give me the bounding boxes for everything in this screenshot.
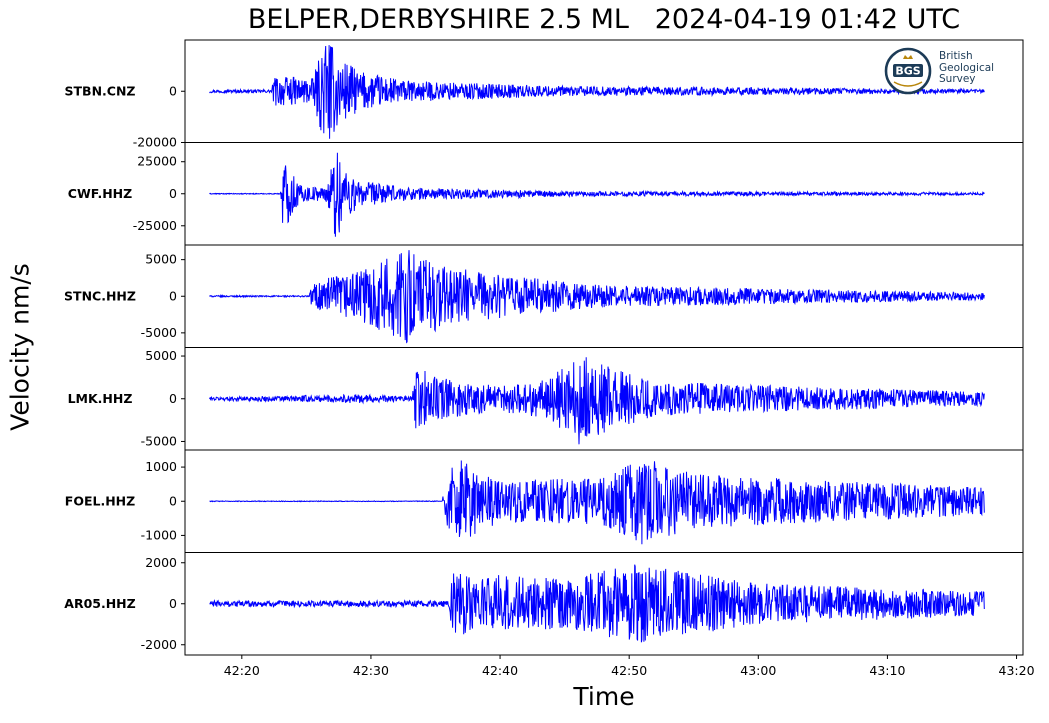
- logo-text: British Geological Survey: [939, 50, 995, 86]
- y-tick-label: 0: [169, 391, 177, 406]
- y-tick-label: -20000: [133, 135, 177, 150]
- y-tick-label: 1000: [145, 459, 177, 474]
- station-label: FOEL.HHZ: [65, 493, 135, 508]
- station-label: STNC.HHZ: [64, 288, 136, 303]
- chart-title: BELPER,DERBYSHIRE 2.5 ML 2024-04-19 01:4…: [247, 4, 961, 35]
- x-axis-label: Time: [573, 682, 635, 711]
- x-tick-label: 42:40: [482, 663, 518, 678]
- station-label: STBN.CNZ: [65, 83, 136, 98]
- y-tick-label: -2000: [141, 637, 177, 652]
- y-tick-label: -25000: [133, 218, 177, 233]
- trace-stnc-hhz: [209, 250, 985, 344]
- trace-stbn-cnz: [209, 45, 985, 139]
- x-tick-label: 42:20: [224, 663, 260, 678]
- bgs-logo: BGS British Geological Survey: [883, 46, 1005, 95]
- station-label: CWF.HHZ: [68, 186, 132, 201]
- logo-abbr: BGS: [895, 65, 920, 78]
- y-tick-label: 25000: [137, 154, 177, 169]
- logo-line-1: British: [939, 50, 973, 62]
- trace-lmk-hhz: [209, 357, 985, 445]
- crown-icon: [903, 55, 913, 59]
- x-tick-label: 43:20: [999, 663, 1035, 678]
- logo-line-3: Survey: [939, 73, 976, 85]
- station-label: AR05.HHZ: [64, 596, 135, 611]
- trace-cwf-hhz: [209, 152, 985, 237]
- bgs-logo-mark: BGS: [884, 47, 932, 95]
- logo-line-2: Geological: [939, 61, 995, 74]
- trace-foel-hhz: [209, 460, 985, 545]
- y-tick-label: 2000: [145, 555, 177, 570]
- x-tick-label: 42:30: [353, 663, 389, 678]
- x-tick-label: 43:00: [740, 663, 776, 678]
- station-label: LMK.HHZ: [68, 391, 133, 406]
- trace-ar05-hhz: [209, 564, 985, 643]
- y-tick-label: 0: [169, 493, 177, 508]
- y-tick-label: 0: [169, 83, 177, 98]
- y-tick-label: 0: [169, 288, 177, 303]
- y-tick-label: 0: [169, 186, 177, 201]
- y-tick-label: -1000: [141, 527, 177, 542]
- y-tick-label: 0: [169, 596, 177, 611]
- y-tick-label: 5000: [145, 252, 177, 267]
- y-tick-label: -5000: [141, 433, 177, 448]
- x-tick-label: 42:50: [611, 663, 647, 678]
- x-tick-label: 43:10: [869, 663, 905, 678]
- y-tick-label: -5000: [141, 325, 177, 340]
- y-tick-label: 5000: [145, 348, 177, 363]
